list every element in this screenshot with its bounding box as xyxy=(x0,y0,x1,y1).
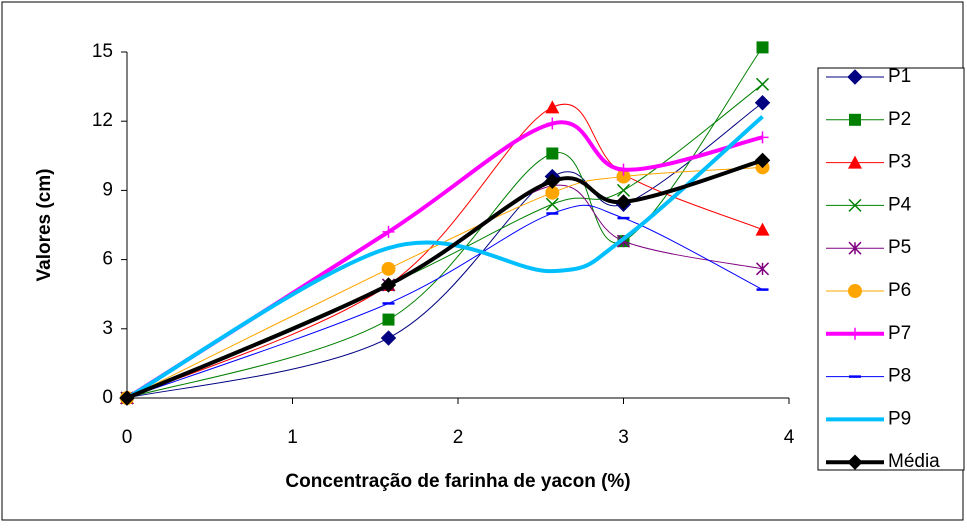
marker xyxy=(755,262,770,276)
x-axis-title: Concentração de farinha de yacon (%) xyxy=(285,471,630,492)
marker xyxy=(382,313,395,326)
chart-frame xyxy=(1,1,964,521)
legend-label: P9 xyxy=(888,408,911,429)
legend-label: P4 xyxy=(888,194,912,215)
series-line xyxy=(126,158,764,400)
marker xyxy=(848,198,862,212)
marker xyxy=(848,155,862,169)
marker xyxy=(755,77,770,91)
marker xyxy=(754,152,771,169)
marker xyxy=(545,197,559,211)
x-tick-label: 4 xyxy=(784,427,795,448)
x-tick-label: 1 xyxy=(287,427,298,448)
marker xyxy=(615,194,632,210)
y-axis-title: Valores (cm) xyxy=(34,169,55,282)
marker xyxy=(380,277,397,293)
y-tick-label: 12 xyxy=(92,110,113,131)
marker xyxy=(754,95,771,111)
series-line xyxy=(126,103,763,399)
legend-label: Média xyxy=(888,451,940,472)
x-tick-label: 0 xyxy=(122,427,133,448)
y-tick-label: 6 xyxy=(102,249,113,270)
marker xyxy=(119,390,135,406)
marker xyxy=(849,327,861,340)
series-line xyxy=(126,115,764,400)
x-tick-label: 3 xyxy=(618,427,629,448)
y-tick-label: 15 xyxy=(92,41,113,62)
legend-label: P5 xyxy=(888,237,911,258)
legend-label: P7 xyxy=(888,323,911,344)
marker xyxy=(546,117,559,130)
y-tick-label: 3 xyxy=(102,318,113,339)
legend-label: P3 xyxy=(888,152,911,173)
marker xyxy=(847,454,863,470)
legend-label: P8 xyxy=(888,366,911,387)
legend xyxy=(817,67,965,471)
marker xyxy=(544,173,561,189)
legend-label: P1 xyxy=(888,66,911,87)
marker xyxy=(616,169,631,184)
legend-label: P6 xyxy=(888,280,911,301)
series-line xyxy=(126,204,763,399)
marker xyxy=(546,147,559,160)
marker xyxy=(545,185,560,200)
marker xyxy=(617,163,630,176)
y-tick-label: 9 xyxy=(102,179,113,200)
marker xyxy=(380,330,397,346)
marker xyxy=(755,222,770,236)
marker xyxy=(382,225,395,238)
marker xyxy=(545,100,560,114)
marker xyxy=(616,183,631,197)
x-tick-label: 2 xyxy=(453,427,464,448)
marker xyxy=(848,241,862,255)
series-line xyxy=(126,166,763,399)
marker xyxy=(756,41,769,54)
y-tick-label: 0 xyxy=(102,387,113,408)
marker xyxy=(381,261,396,276)
marker xyxy=(848,284,862,298)
marker xyxy=(756,131,769,144)
marker xyxy=(849,113,861,126)
legend-label: P2 xyxy=(888,109,911,130)
marker xyxy=(847,69,863,85)
